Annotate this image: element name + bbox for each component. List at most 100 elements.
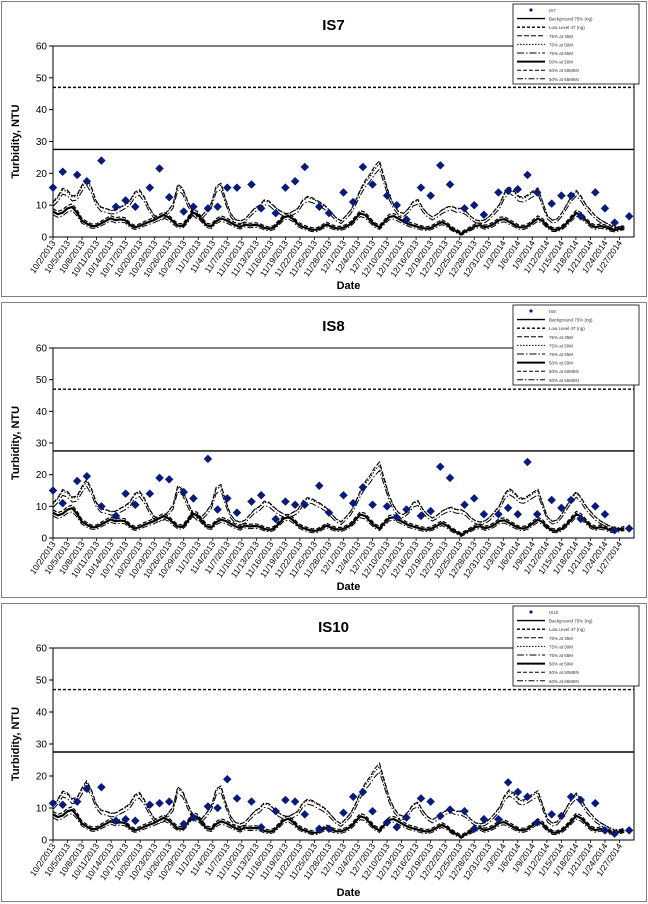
data-point	[213, 202, 222, 212]
data-point	[358, 162, 368, 172]
x-axis-label: Date	[337, 280, 361, 292]
data-point	[494, 509, 503, 519]
legend-entry: 50% at 65M8N	[549, 378, 579, 383]
data-point	[610, 525, 619, 535]
data-point	[368, 500, 377, 510]
legend-entry: IS8	[549, 309, 556, 314]
chart-title: IS7	[322, 17, 345, 34]
data-point	[256, 822, 266, 832]
legend-entry: Low Level 47 (ng)	[549, 627, 585, 632]
legend-entry: 75% at 65M	[549, 653, 573, 658]
data-point	[382, 501, 392, 511]
model-line-75pct-65m	[52, 168, 625, 230]
data-point	[600, 203, 610, 213]
legend-entry: 75% at 50M	[549, 343, 573, 348]
y-tick-label: 10	[36, 502, 48, 513]
data-point	[624, 826, 634, 835]
data-point	[58, 167, 68, 177]
data-point	[111, 202, 121, 212]
data-point	[402, 215, 411, 224]
data-point	[460, 500, 469, 510]
data-point	[339, 808, 348, 818]
y-tick-label: 50	[36, 676, 48, 687]
data-point	[348, 498, 358, 508]
legend-entry: 75% at 65M	[549, 51, 573, 56]
legend-entry: 50% at 50M	[549, 60, 573, 65]
data-point	[300, 500, 310, 510]
data-point	[58, 800, 68, 810]
y-tick-label: 60	[36, 644, 48, 655]
data-point	[358, 787, 368, 797]
data-point	[281, 183, 290, 193]
model-line-75pct-65m	[52, 469, 625, 531]
data-point	[247, 497, 256, 506]
y-tick-label: 0	[41, 534, 47, 545]
data-point	[445, 805, 455, 814]
data-point	[179, 487, 189, 497]
legend-entry: Low Level 47 (ng)	[549, 326, 585, 331]
legend-entry: IS7	[549, 8, 556, 13]
data-point	[503, 778, 513, 787]
legend: IS8 Background 75% (ng) Low Level 47 (ng) 7…	[512, 304, 640, 386]
legend-entry: 75% at 35M	[549, 335, 573, 340]
data-point	[339, 188, 348, 197]
legend-entry: 75% at 50M	[549, 42, 573, 47]
data-point	[232, 794, 242, 803]
data-point	[426, 191, 436, 200]
legend-entry: Background 75% (ng)	[549, 318, 593, 323]
data-point	[213, 803, 222, 813]
chart-title: IS8	[322, 318, 345, 335]
data-point	[435, 462, 445, 472]
data-point	[402, 505, 411, 514]
data-point	[402, 813, 411, 822]
model-line-50pct-65m8n	[52, 511, 625, 537]
legend-frame	[512, 304, 640, 386]
data-point	[290, 797, 300, 806]
data-point	[72, 170, 82, 180]
y-tick-label: 30	[36, 137, 48, 148]
model-line-50pct-50m	[52, 506, 625, 537]
model-line-50pct-50m8n	[52, 203, 625, 233]
y-tick-label: 20	[36, 169, 48, 180]
y-tick-label: 30	[36, 740, 48, 751]
data-point	[479, 814, 489, 824]
data-point	[203, 802, 213, 811]
data-point	[576, 514, 586, 524]
data-point	[532, 818, 542, 827]
legend-entry: 50% at 50M8N	[549, 670, 579, 675]
y-tick-label: 40	[36, 105, 48, 116]
data-point	[557, 811, 566, 821]
data-point	[256, 490, 266, 500]
data-point	[82, 471, 92, 481]
data-point	[232, 508, 242, 518]
data-point	[348, 197, 358, 207]
data-point	[547, 810, 557, 819]
data-point	[145, 800, 155, 810]
legend-entry: Background 75% (ng)	[549, 17, 593, 22]
y-tick-label: 20	[36, 772, 48, 783]
data-point	[503, 503, 513, 513]
data-point	[590, 188, 600, 197]
data-point	[590, 798, 600, 808]
data-point	[290, 500, 300, 510]
y-tick-label: 20	[36, 470, 48, 481]
data-point	[566, 191, 576, 200]
data-point	[523, 170, 532, 180]
data-point	[368, 180, 377, 189]
data-point	[416, 511, 426, 521]
data-point	[155, 473, 164, 483]
data-point	[523, 457, 532, 467]
data-point	[610, 218, 619, 228]
y-tick-label: 50	[36, 375, 48, 386]
data-point	[121, 196, 130, 205]
legend-entry: 75% at 50M	[549, 644, 573, 649]
y-axis-label: Turbidity, NTU	[10, 104, 22, 178]
y-axis-label: Turbidity, NTU	[10, 406, 22, 480]
data-point	[82, 176, 92, 186]
chart-title: IS10	[318, 619, 349, 636]
data-point	[164, 797, 174, 806]
y-axis-label: Turbidity, NTU	[10, 707, 22, 781]
data-point	[469, 494, 479, 503]
